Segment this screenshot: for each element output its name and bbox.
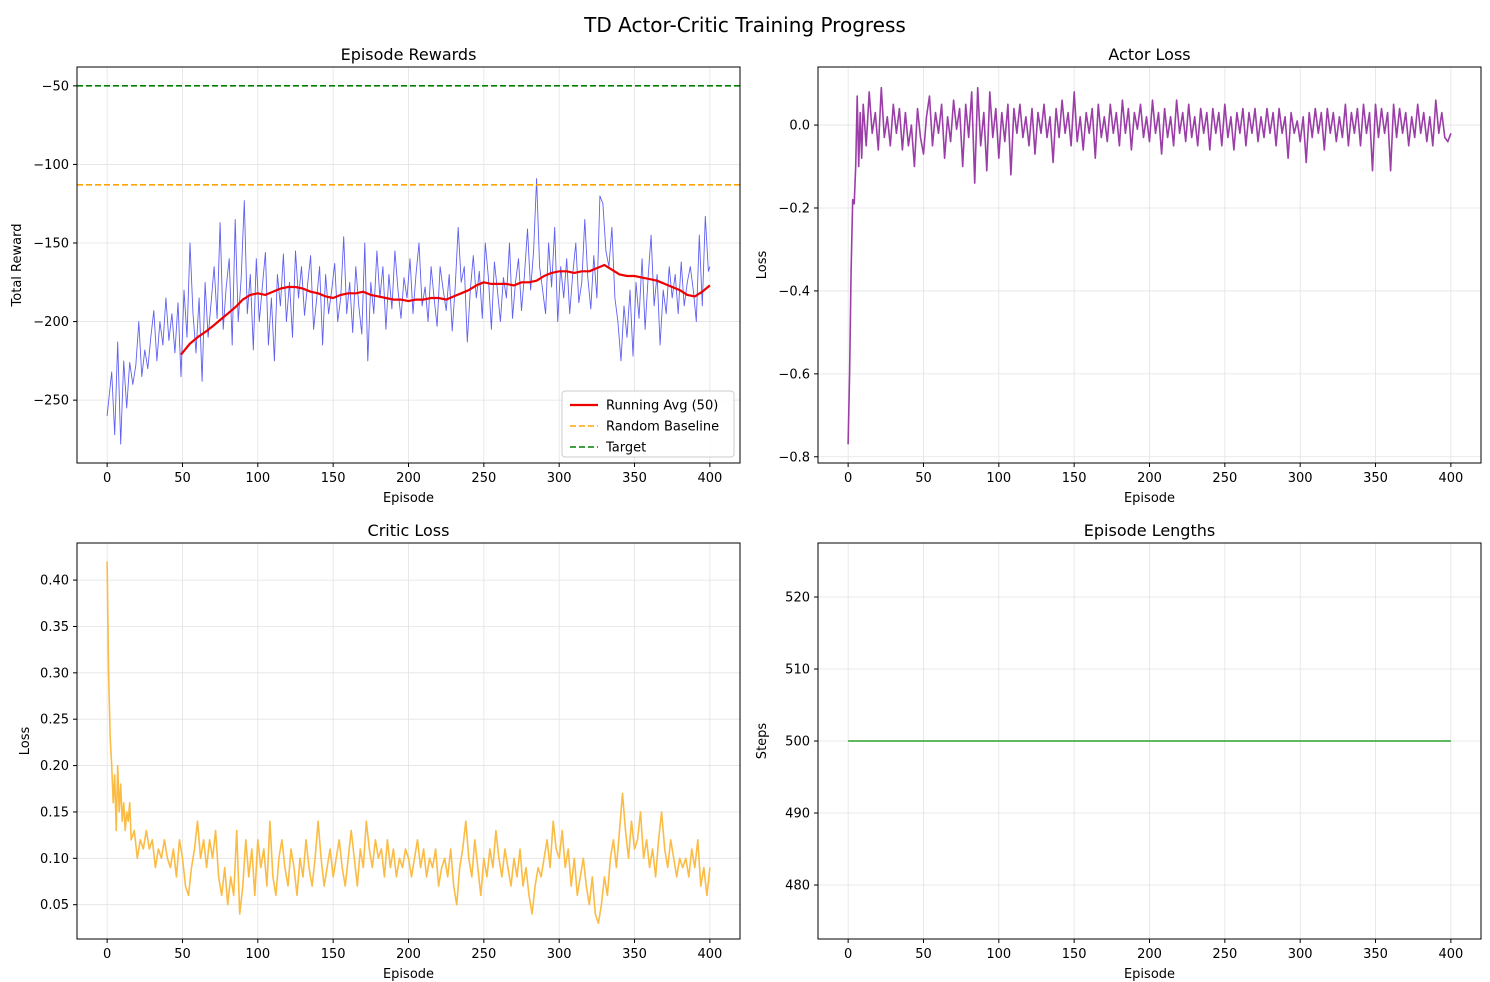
x-tick-label: 300: [1288, 947, 1313, 962]
x-tick-label: 150: [1062, 947, 1087, 962]
x-tick-label: 50: [915, 471, 932, 486]
subplot-title: Actor Loss: [1108, 45, 1190, 64]
legend: Running Avg (50) Random Baseline Target: [561, 390, 735, 458]
subplot-title: Critic Loss: [368, 521, 450, 540]
y-tick-label: 0.05: [40, 898, 69, 913]
y-tick-label: −100: [33, 158, 69, 173]
y-tick-label: 510: [785, 663, 810, 678]
legend-label-baseline: Random Baseline: [606, 420, 719, 435]
x-tick-label: 150: [1062, 471, 1087, 486]
series-line-critic: [106, 561, 711, 924]
x-tick-label: 200: [1137, 947, 1162, 962]
x-tick-label: 150: [321, 471, 346, 486]
x-tick-label: 350: [1363, 947, 1388, 962]
subplot-critic: 0 50 100 150 200 250 300 350 400 0.05 0.10 0.15 0.20…: [18, 521, 741, 982]
x-tick-label: 300: [1288, 471, 1313, 486]
subplot-title: Episode Rewards: [341, 45, 477, 64]
y-tick-label: 0.30: [40, 666, 69, 681]
legend-box: [561, 390, 735, 458]
series-line-raw: [106, 178, 711, 445]
x-tick-label: 150: [321, 947, 346, 962]
x-tick-label: 50: [174, 947, 191, 962]
x-tick-label: 50: [915, 947, 932, 962]
x-tick-label: 300: [547, 471, 572, 486]
plot-area-actor: [847, 86, 1452, 445]
x-tick-label: 350: [1363, 471, 1388, 486]
y-tick-label: −0.6: [778, 367, 810, 382]
x-tick-label: 300: [547, 947, 572, 962]
y-tick-label: −250: [33, 394, 69, 409]
y-axis-label: Total Reward: [10, 224, 25, 308]
x-tick-label: 0: [103, 471, 111, 486]
x-tick-label: 350: [622, 471, 647, 486]
x-axis-label: Episode: [383, 967, 434, 982]
y-tick-label: 0.35: [40, 620, 69, 635]
y-tick-label: 520: [785, 591, 810, 606]
y-tick-label: −0.8: [778, 450, 810, 465]
figure-title: TD Actor-Critic Training Progress: [583, 13, 906, 37]
subplot-rewards: 0 50 100 150 200 250 300 350 400 −250 −200 −150 −100…: [10, 45, 741, 506]
series-line-actor: [847, 86, 1452, 445]
x-tick-label: 0: [844, 947, 852, 962]
x-tick-label: 100: [986, 947, 1011, 962]
x-tick-label: 350: [622, 947, 647, 962]
plot-area-rewards: [77, 85, 740, 445]
y-tick-label: 480: [785, 879, 810, 894]
x-tick-label: 250: [471, 947, 496, 962]
x-tick-label: 50: [174, 471, 191, 486]
x-tick-label: 100: [245, 947, 270, 962]
x-tick-label: 400: [1438, 471, 1463, 486]
x-tick-label: 400: [697, 947, 722, 962]
y-tick-label: 0.40: [40, 574, 69, 589]
x-tick-label: 400: [1438, 947, 1463, 962]
y-tick-label: 0.0: [789, 119, 810, 134]
x-tick-label: 100: [245, 471, 270, 486]
y-tick-label: −200: [33, 315, 69, 330]
x-tick-label: 0: [844, 471, 852, 486]
subplot-title: Episode Lengths: [1084, 521, 1215, 540]
y-axis-label: Loss: [755, 251, 770, 280]
subplots: 0 50 100 150 200 250 300 350 400 −250 −200 −150 −100…: [10, 45, 1482, 982]
y-tick-label: 0.25: [40, 713, 69, 728]
plot-area-critic: [106, 561, 711, 924]
y-tick-label: −50: [42, 79, 69, 94]
x-tick-label: 400: [697, 471, 722, 486]
y-tick-label: 500: [785, 735, 810, 750]
x-tick-label: 100: [986, 471, 1011, 486]
subplot-lengths: 0 50 100 150 200 250 300 350 400 480 490 500 510 520 E…: [755, 521, 1482, 982]
y-tick-label: 0.15: [40, 805, 69, 820]
legend-label-running: Running Avg (50): [606, 399, 718, 414]
subplot-actor: 0 50 100 150 200 250 300 350 400 −0.8 −0.6 −0.4 −0.2…: [755, 45, 1482, 506]
x-tick-label: 0: [103, 947, 111, 962]
series-line-running: [180, 263, 711, 356]
x-axis-label: Episode: [1124, 967, 1175, 982]
x-axis-label: Episode: [1124, 491, 1175, 506]
y-tick-label: −0.4: [778, 284, 810, 299]
y-axis-label: Steps: [755, 723, 770, 760]
y-tick-label: 490: [785, 807, 810, 822]
x-tick-label: 200: [396, 471, 421, 486]
x-tick-label: 250: [1212, 947, 1237, 962]
x-tick-label: 250: [1212, 471, 1237, 486]
y-axis-label: Loss: [18, 727, 33, 756]
x-tick-label: 250: [471, 471, 496, 486]
x-axis-label: Episode: [383, 491, 434, 506]
x-tick-label: 200: [396, 947, 421, 962]
x-tick-label: 200: [1137, 471, 1162, 486]
y-tick-label: 0.20: [40, 759, 69, 774]
y-tick-label: −0.2: [778, 201, 810, 216]
y-tick-label: −150: [33, 237, 69, 252]
y-tick-label: 0.10: [40, 852, 69, 867]
legend-label-target: Target: [605, 441, 646, 456]
